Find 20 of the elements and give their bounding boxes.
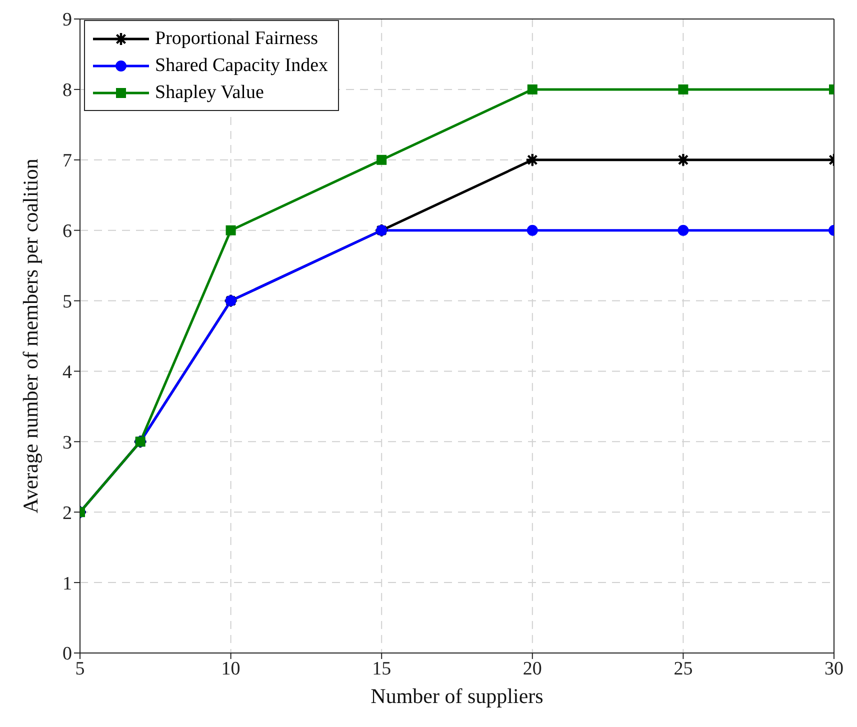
x-tick-label: 10: [221, 658, 240, 680]
y-tick-label: 5: [62, 292, 72, 313]
x-axis-title: Number of suppliers: [370, 684, 544, 708]
legend-label: Shared Capacity Index: [155, 54, 328, 76]
x-tick-label: 15: [372, 658, 392, 680]
legend-label: Proportional Fairness: [155, 28, 318, 50]
y-tick-label: 2: [62, 502, 72, 524]
y-tick-label: 1: [62, 573, 72, 594]
x-tick-label: 30: [824, 658, 844, 680]
y-tick-label: 4: [62, 362, 72, 383]
y-tick-label: 8: [62, 80, 72, 102]
legend-label: Shapley Value: [155, 82, 264, 104]
y-tick-label: 0: [62, 644, 72, 665]
x-tick-label: 20: [522, 658, 542, 680]
y-tick-label: 3: [62, 432, 72, 454]
y-tick-label: 7: [62, 150, 72, 172]
y-tick-label: 6: [62, 221, 72, 242]
y-tick-label: 9: [62, 10, 72, 31]
x-tick-label: 25: [674, 658, 693, 680]
y-axis-title: Average number of members per coalition: [18, 158, 42, 514]
